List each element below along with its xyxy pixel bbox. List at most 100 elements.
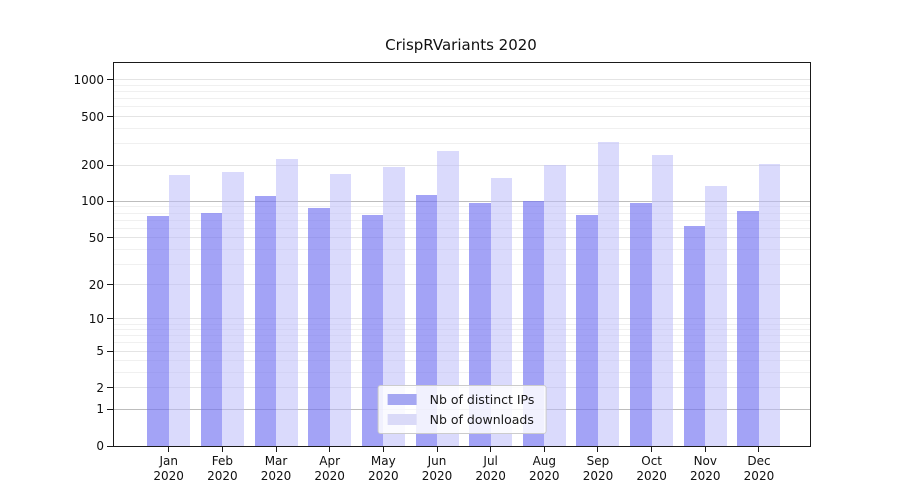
y-axis-tick [107, 350, 114, 352]
x-axis-tick [275, 446, 277, 452]
gridline-minor [114, 212, 810, 214]
legend-swatch-downloads [387, 414, 417, 425]
y-axis-tick [107, 164, 114, 166]
x-axis-tick-label: Apr 2020 [314, 454, 345, 483]
bar-downloads-oct [651, 155, 674, 446]
gridline-minor [114, 329, 810, 331]
gridline [114, 164, 810, 166]
x-axis-tick-label: Oct 2020 [636, 454, 667, 483]
legend-label-downloads: Nb of downloads [429, 412, 534, 427]
gridline-minor [114, 248, 810, 250]
y-axis-tick-label: 2 [96, 380, 104, 395]
x-axis-tick-label: Feb 2020 [207, 454, 238, 483]
legend: Nb of distinct IPs Nb of downloads [377, 385, 547, 434]
gridline-minor [114, 360, 810, 362]
x-axis-tick-label: Nov 2020 [690, 454, 721, 483]
bar-distinct-ips-dec [737, 211, 759, 446]
x-axis-tick [704, 446, 706, 452]
bar-distinct-ips-jun [415, 195, 437, 446]
bar-downloads-apr [329, 173, 352, 446]
bar-downloads-mar [276, 159, 298, 446]
gridline [114, 116, 810, 118]
gridline-minor [114, 219, 810, 221]
bar-distinct-ips-aug [522, 201, 545, 446]
x-axis-tick-label: Jul 2020 [475, 454, 506, 483]
bar-distinct-ips-nov [683, 226, 706, 446]
gridline-minor [114, 372, 810, 374]
y-axis-tick [107, 284, 114, 286]
gridline-minor [114, 143, 810, 145]
y-axis-tick-label: 500 [81, 109, 104, 124]
x-axis-tick [168, 446, 170, 452]
y-axis-tick-label: 5 [96, 344, 104, 359]
bar-distinct-ips-apr [308, 208, 330, 446]
x-axis-tick-label: Jan 2020 [153, 454, 184, 483]
gridline-minor [114, 106, 810, 108]
bar-distinct-ips-oct [630, 202, 652, 446]
x-axis-tick-label: Jun 2020 [421, 454, 453, 483]
plot-area: Nb of distinct IPs Nb of downloads 0 1 2 5 1… [73, 62, 811, 483]
y-axis-tick [107, 445, 114, 447]
chart-title: CrispRVariants 2020 [385, 36, 537, 54]
gridline [114, 350, 810, 352]
gridline [114, 284, 810, 286]
gridline [114, 318, 810, 320]
y-axis-tick-label: 200 [81, 158, 104, 172]
bar-distinct-ips-mar [254, 195, 277, 446]
legend-label-distinct-ips: Nb of distinct IPs [429, 392, 535, 407]
x-axis-tick-label: Mar 2020 [260, 454, 292, 483]
x-axis-tick [543, 446, 545, 452]
x-axis-tick [651, 446, 653, 452]
y-axis-tick-label: 1 [96, 402, 104, 417]
bar-downloads-aug [544, 165, 566, 446]
legend-swatch-distinct-ips [387, 394, 417, 405]
gridline-minor [114, 342, 810, 344]
x-axis-tick-label: Aug 2020 [529, 454, 560, 483]
y-axis-tick [107, 408, 114, 410]
y-axis-tick [107, 79, 114, 81]
bar-distinct-ips-jan [147, 215, 169, 446]
y-axis-tick [107, 200, 114, 202]
bar-downloads-jun [437, 151, 459, 446]
y-axis-tick-label: 1000 [73, 72, 104, 87]
gridline-minor [114, 127, 810, 129]
gridline-minor [114, 263, 810, 265]
x-axis-tick [758, 446, 760, 452]
gridline-minor [114, 91, 810, 93]
x-axis-tick [490, 446, 492, 452]
y-axis-tick [107, 237, 114, 239]
x-axis-tick-label: Dec 2020 [743, 454, 775, 483]
x-axis-tick [597, 446, 599, 452]
gridline-minor [114, 323, 810, 325]
x-axis-tick [329, 446, 331, 452]
x-axis-tick [382, 446, 384, 452]
bar-downloads-nov [705, 186, 727, 446]
y-axis-tick-label: 50 [88, 230, 104, 245]
bar-downloads-jan [168, 175, 191, 446]
legend-item-downloads: Nb of downloads [387, 412, 535, 427]
bar-downloads-may [383, 167, 405, 446]
y-axis-tick-label: 10 [88, 311, 104, 326]
x-axis-tick-label: Sep 2020 [582, 454, 614, 483]
gridline-minor [114, 98, 810, 100]
bar-distinct-ips-sep [576, 215, 598, 446]
y-axis-tick-label: 100 [81, 194, 104, 209]
y-axis-tick [107, 116, 114, 118]
y-axis-tick [107, 318, 114, 320]
x-axis-tick-label: May 2020 [368, 454, 399, 483]
y-axis-tick-label: 20 [88, 277, 104, 292]
gridline-minor [114, 335, 810, 337]
bar-downloads-feb [222, 171, 244, 446]
x-axis-tick [436, 446, 438, 452]
gridline [114, 237, 810, 239]
gridline-minor [114, 206, 810, 208]
y-axis-tick [107, 387, 114, 389]
bar-downloads-jul [490, 178, 513, 446]
bar-distinct-ips-feb [200, 212, 223, 446]
gridline-minor [114, 227, 810, 229]
gridline-major [114, 200, 810, 202]
gridline-minor [114, 85, 810, 87]
bar-downloads-dec [758, 163, 781, 446]
x-axis-tick [221, 446, 223, 452]
